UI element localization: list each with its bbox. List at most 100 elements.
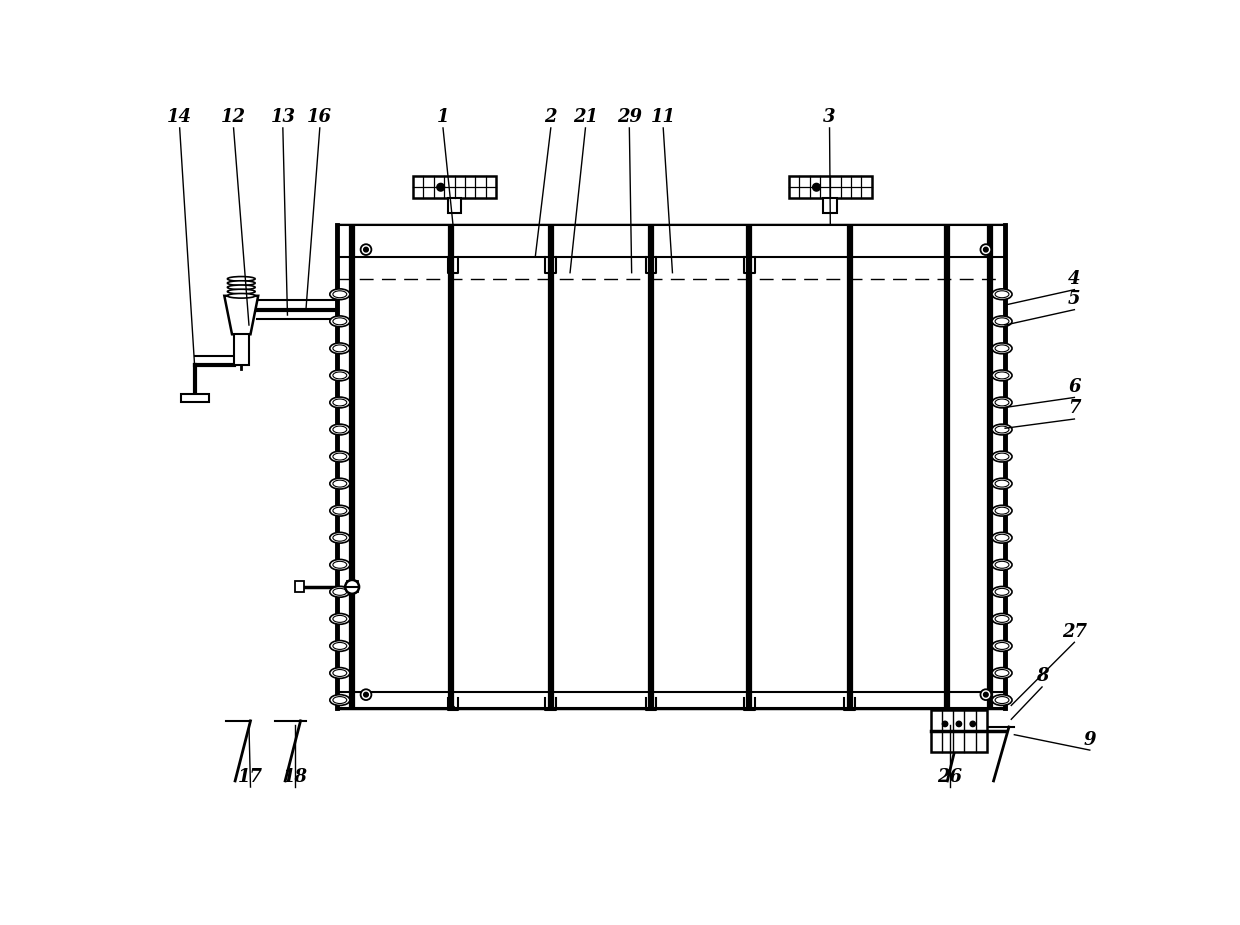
Text: 16: 16 bbox=[308, 108, 332, 127]
Ellipse shape bbox=[992, 560, 1012, 570]
Ellipse shape bbox=[332, 561, 347, 568]
Circle shape bbox=[361, 689, 372, 700]
Ellipse shape bbox=[992, 668, 1012, 678]
Ellipse shape bbox=[994, 535, 1009, 541]
Text: 21: 21 bbox=[573, 108, 598, 127]
Circle shape bbox=[549, 706, 552, 709]
Bar bbox=[337, 692, 1006, 708]
Ellipse shape bbox=[332, 615, 347, 623]
Circle shape bbox=[436, 183, 444, 191]
Ellipse shape bbox=[332, 507, 347, 514]
Text: 26: 26 bbox=[937, 768, 962, 785]
Ellipse shape bbox=[992, 316, 1012, 327]
Text: 18: 18 bbox=[283, 768, 308, 785]
Ellipse shape bbox=[992, 478, 1012, 489]
Ellipse shape bbox=[994, 697, 1009, 704]
Ellipse shape bbox=[332, 697, 347, 704]
Circle shape bbox=[748, 706, 751, 709]
Ellipse shape bbox=[992, 505, 1012, 516]
Ellipse shape bbox=[330, 451, 350, 462]
Ellipse shape bbox=[332, 426, 347, 433]
Text: 4: 4 bbox=[1068, 270, 1080, 288]
Ellipse shape bbox=[994, 588, 1009, 596]
Text: 11: 11 bbox=[651, 108, 676, 127]
Circle shape bbox=[981, 244, 991, 255]
Bar bbox=[337, 225, 1006, 257]
Text: 27: 27 bbox=[1061, 623, 1087, 641]
Ellipse shape bbox=[330, 586, 350, 598]
Ellipse shape bbox=[994, 480, 1009, 487]
Circle shape bbox=[361, 244, 372, 255]
Circle shape bbox=[983, 247, 988, 252]
Ellipse shape bbox=[992, 451, 1012, 462]
Bar bbox=[181, 394, 208, 402]
Ellipse shape bbox=[332, 535, 347, 541]
Ellipse shape bbox=[994, 507, 1009, 514]
Circle shape bbox=[981, 689, 991, 700]
Ellipse shape bbox=[992, 370, 1012, 381]
Text: 29: 29 bbox=[616, 108, 642, 127]
Ellipse shape bbox=[992, 640, 1012, 651]
Bar bbox=[233, 334, 249, 365]
Ellipse shape bbox=[994, 670, 1009, 676]
Ellipse shape bbox=[332, 372, 347, 379]
Ellipse shape bbox=[994, 426, 1009, 433]
Ellipse shape bbox=[332, 588, 347, 596]
Circle shape bbox=[451, 706, 455, 709]
Ellipse shape bbox=[227, 290, 255, 294]
Bar bbox=[347, 582, 357, 592]
Ellipse shape bbox=[330, 668, 350, 678]
Ellipse shape bbox=[330, 397, 350, 408]
Text: 13: 13 bbox=[270, 108, 295, 127]
Bar bbox=[789, 177, 872, 198]
Ellipse shape bbox=[992, 397, 1012, 408]
Ellipse shape bbox=[994, 615, 1009, 623]
Ellipse shape bbox=[992, 613, 1012, 624]
Ellipse shape bbox=[992, 289, 1012, 300]
Text: 9: 9 bbox=[1084, 731, 1096, 748]
Bar bbox=[413, 177, 496, 198]
Ellipse shape bbox=[332, 399, 347, 406]
Bar bbox=[931, 710, 987, 752]
Circle shape bbox=[983, 692, 988, 697]
Ellipse shape bbox=[992, 586, 1012, 598]
Circle shape bbox=[345, 580, 360, 594]
Text: 3: 3 bbox=[823, 108, 836, 127]
Text: 7: 7 bbox=[1068, 400, 1080, 417]
Ellipse shape bbox=[330, 478, 350, 489]
Ellipse shape bbox=[332, 670, 347, 676]
Circle shape bbox=[363, 247, 368, 252]
Text: 14: 14 bbox=[167, 108, 192, 127]
Circle shape bbox=[956, 722, 961, 727]
Ellipse shape bbox=[227, 281, 255, 286]
Ellipse shape bbox=[994, 290, 1009, 298]
Ellipse shape bbox=[992, 343, 1012, 353]
Ellipse shape bbox=[332, 480, 347, 487]
Bar bbox=[337, 225, 1006, 708]
Ellipse shape bbox=[994, 318, 1009, 325]
Circle shape bbox=[812, 183, 821, 191]
Text: 8: 8 bbox=[1035, 668, 1048, 685]
Ellipse shape bbox=[994, 453, 1009, 460]
Circle shape bbox=[363, 692, 368, 697]
Circle shape bbox=[970, 722, 976, 727]
Bar bbox=[448, 198, 461, 214]
Ellipse shape bbox=[330, 343, 350, 353]
Ellipse shape bbox=[332, 643, 347, 649]
Ellipse shape bbox=[994, 561, 1009, 568]
Ellipse shape bbox=[330, 560, 350, 570]
Ellipse shape bbox=[330, 316, 350, 327]
Ellipse shape bbox=[330, 533, 350, 543]
Ellipse shape bbox=[332, 290, 347, 298]
Ellipse shape bbox=[227, 293, 255, 298]
Ellipse shape bbox=[994, 372, 1009, 379]
Text: 1: 1 bbox=[436, 108, 449, 127]
Ellipse shape bbox=[992, 425, 1012, 435]
Ellipse shape bbox=[330, 289, 350, 300]
Circle shape bbox=[650, 706, 652, 709]
Text: 6: 6 bbox=[1068, 378, 1080, 396]
Ellipse shape bbox=[992, 533, 1012, 543]
Ellipse shape bbox=[994, 345, 1009, 352]
Ellipse shape bbox=[330, 613, 350, 624]
Ellipse shape bbox=[994, 643, 1009, 649]
